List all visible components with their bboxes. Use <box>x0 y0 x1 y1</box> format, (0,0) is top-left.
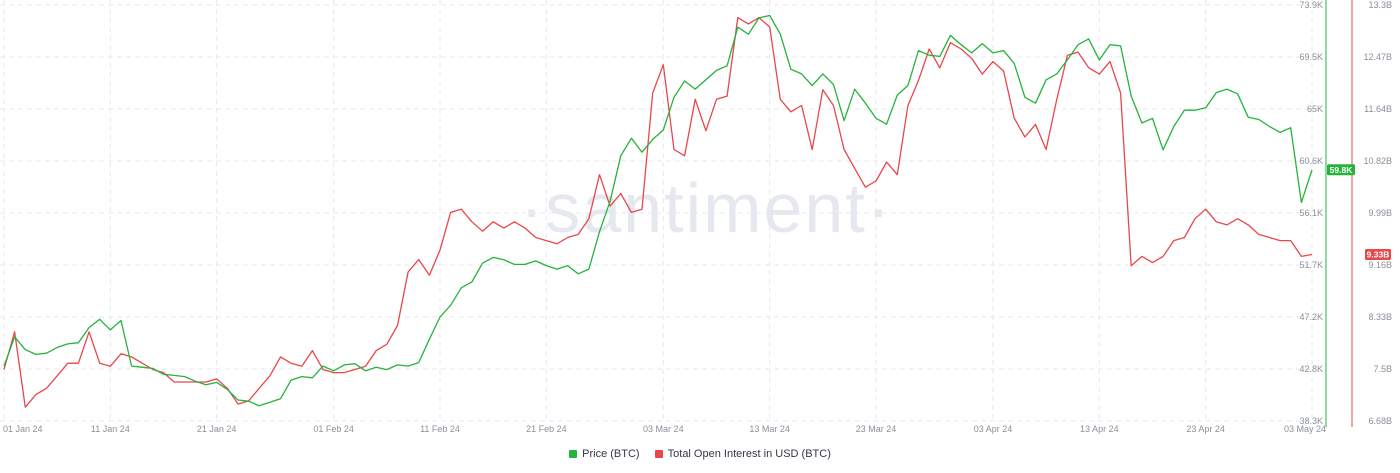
x-tick-label: 03 Apr 24 <box>974 424 1013 434</box>
watermark: ·santiment· <box>520 169 892 247</box>
legend-swatch-price <box>569 450 578 458</box>
x-tick-label: 13 Apr 24 <box>1080 424 1119 434</box>
x-tick-label: 23 Mar 24 <box>856 424 897 434</box>
price-tick-label: 60.6K <box>1299 156 1323 166</box>
x-tick-label: 03 Mar 24 <box>643 424 684 434</box>
x-axis: 01 Jan 24 11 Jan 24 21 Jan 24 01 Feb 24 11 F… <box>3 424 1326 434</box>
open-interest-tick-label: 13.3B <box>1368 0 1392 10</box>
legend-item-price[interactable]: Price (BTC) <box>569 448 640 460</box>
legend-item-open-interest[interactable]: Total Open Interest in USD (BTC) <box>654 448 831 460</box>
x-tick-label: 11 Feb 24 <box>420 424 460 434</box>
current-value-badges: 59.8K 9.33B <box>1327 164 1391 260</box>
x-tick-label: 13 Mar 24 <box>749 424 790 434</box>
open-interest-line <box>3 16 1313 408</box>
open-interest-tick-label: 9.99B <box>1368 208 1392 218</box>
gridlines <box>0 0 1316 423</box>
open-interest-tick-label: 12.47B <box>1363 52 1392 62</box>
price-line <box>3 14 1313 407</box>
price-current-badge <box>1327 164 1355 176</box>
price-tick-label: 42.8K <box>1299 364 1323 374</box>
open-interest-current-badge <box>1365 248 1391 260</box>
series-layer <box>3 14 1313 408</box>
price-tick-label: 51.7K <box>1299 260 1323 270</box>
x-tick-label: 21 Feb 24 <box>526 424 567 434</box>
open-interest-tick-label: 7.5B <box>1373 364 1392 374</box>
price-tick-label: 56.1K <box>1299 208 1323 218</box>
x-tick-label: 01 Jan 24 <box>3 424 43 434</box>
open-interest-tick-label: 8.33B <box>1368 312 1392 322</box>
open-interest-tick-label: 10.82B <box>1363 156 1392 166</box>
price-tick-label: 38.3K <box>1299 416 1323 426</box>
x-tick-label: 01 Feb 24 <box>313 424 354 434</box>
price-tick-label: 47.2K <box>1299 312 1323 322</box>
legend-label-price: Price (BTC) <box>582 448 640 460</box>
open-interest-current-value: 9.33B <box>1367 249 1390 259</box>
price-tick-label: 65K <box>1307 104 1323 114</box>
open-interest-tick-label: 9.16B <box>1368 260 1392 270</box>
legend-swatch-open-interest <box>654 450 663 458</box>
x-tick-label: 21 Jan 24 <box>197 424 237 434</box>
open-interest-axis: 13.3B 12.47B 11.64B 10.82B 9.99B 9.16B 8.33B 7.… <box>1363 0 1392 426</box>
x-tick-label: 03 May 24 <box>1284 424 1326 434</box>
price-axis: 73.9K 69.5K 65K 60.6K 56.1K 51.7K 47.2K 42.8K 38… <box>1299 0 1323 426</box>
price-tick-label: 69.5K <box>1299 52 1323 62</box>
legend-label-open-interest: Total Open Interest in USD (BTC) <box>667 448 831 460</box>
open-interest-tick-label: 6.68B <box>1368 416 1392 426</box>
x-tick-label: 23 Apr 24 <box>1186 424 1225 434</box>
legend: Price (BTC) Total Open Interest in USD (… <box>0 448 1400 461</box>
x-tick-label: 11 Jan 24 <box>91 424 130 434</box>
open-interest-tick-label: 11.64B <box>1364 104 1392 114</box>
price-current-value: 59.8K <box>1330 165 1354 175</box>
price-tick-label: 73.9K <box>1299 0 1323 10</box>
